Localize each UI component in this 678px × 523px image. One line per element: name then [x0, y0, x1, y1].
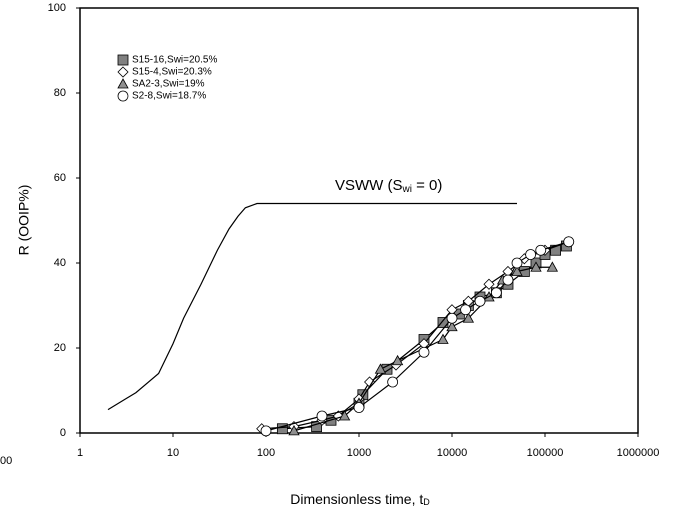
x-tick-label: 1000: [347, 447, 371, 459]
x-tick-label: 1: [77, 447, 83, 459]
y-tick-label: 100: [48, 2, 66, 14]
marker-diamond: [483, 278, 495, 290]
marker-triangle: [117, 78, 129, 89]
marker-triangle: [288, 425, 300, 436]
legend-label: S15-16,Swi=20.5%: [132, 55, 217, 66]
marker-circle: [260, 425, 272, 437]
marker-circle: [490, 287, 502, 299]
y-tick-label: 80: [54, 87, 66, 99]
legend-label: S2-8,Swi=18.7%: [132, 91, 206, 102]
marker-triangle: [546, 261, 559, 272]
x-tick-label: 10: [167, 447, 179, 459]
marker-triangle: [338, 410, 351, 421]
x-tick-label: 10000: [437, 447, 468, 459]
marker-circle: [535, 244, 547, 256]
marker-triangle: [374, 363, 387, 374]
annotation-tail: = 0): [412, 177, 442, 194]
legend-label: S15-4,Swi=20.3%: [132, 67, 212, 78]
annotation-sub: wi: [402, 184, 412, 195]
marker-circle: [502, 274, 514, 286]
x-axis-label-sub: D: [423, 497, 430, 507]
marker-circle: [418, 346, 430, 358]
marker-square: [117, 54, 129, 66]
marker-circle: [316, 410, 328, 422]
y-tick-label: 0: [60, 427, 66, 439]
marker-triangle: [462, 312, 475, 323]
stray-label: 00: [0, 455, 12, 467]
marker-circle: [353, 402, 365, 413]
marker-square: [276, 423, 288, 435]
marker-triangle: [446, 320, 458, 332]
x-tick-label: 100000: [527, 447, 564, 459]
legend-label: SA2-3,Swi=19%: [132, 79, 205, 90]
annotation-text: VSWW (S: [335, 177, 403, 194]
marker-circle: [563, 236, 575, 248]
x-tick-label: 100: [257, 447, 275, 459]
y-tick-label: 20: [54, 342, 66, 354]
marker-circle: [460, 304, 471, 316]
x-axis-label: Dimensionless time, tD: [290, 491, 430, 508]
marker-circle: [117, 90, 129, 102]
marker-circle: [446, 312, 458, 324]
marker-triangle: [437, 333, 449, 344]
marker-triangle: [511, 265, 523, 276]
marker-circle: [387, 376, 399, 388]
marker-circle: [511, 257, 523, 269]
annotation: VSWW (Swi = 0): [335, 177, 442, 195]
marker-triangle: [391, 354, 404, 366]
y-axis-label: R (OOIP%): [16, 185, 32, 256]
marker-circle: [474, 295, 486, 307]
y-tick-label: 40: [54, 257, 66, 269]
marker-triangle: [530, 261, 542, 272]
x-tick-label: 1000000: [617, 447, 660, 459]
marker-circle: [525, 249, 536, 260]
marker-diamond: [117, 66, 129, 78]
x-axis-label-text: Dimensionless time, t: [290, 491, 423, 507]
reference-line: [107, 202, 518, 411]
marker-square: [437, 317, 449, 328]
y-tick-label: 60: [54, 172, 66, 184]
